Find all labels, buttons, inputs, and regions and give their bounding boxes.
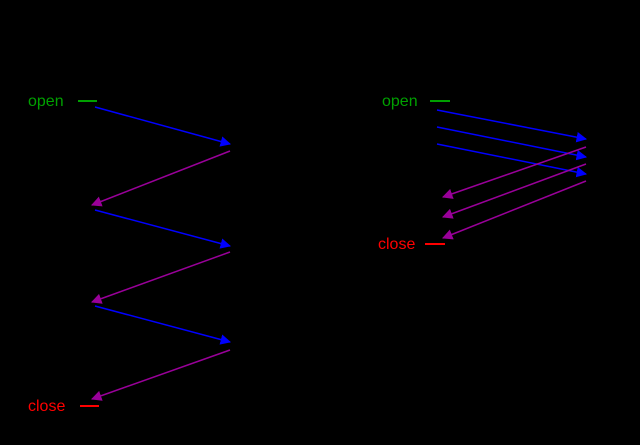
- response-arrow: [442, 180, 587, 240]
- left-diagram: open close: [28, 93, 232, 415]
- response-arrow: [91, 251, 231, 304]
- left-close-label: close: [28, 398, 65, 415]
- request-arrow: [94, 106, 232, 147]
- response-arrow: [442, 146, 587, 199]
- left-arrow-group: [91, 106, 232, 401]
- right-open-label: open: [382, 93, 418, 110]
- response-arrow: [442, 163, 587, 219]
- right-diagram: open close: [378, 93, 588, 253]
- response-arrow: [91, 150, 231, 207]
- request-arrow: [436, 109, 588, 143]
- request-arrow: [436, 143, 588, 178]
- left-open-label: open: [28, 93, 64, 110]
- right-close-label: close: [378, 236, 415, 253]
- request-arrow: [94, 305, 232, 345]
- request-arrow: [436, 126, 588, 161]
- response-arrow: [91, 349, 231, 401]
- right-arrow-group: [436, 109, 588, 240]
- request-arrow: [94, 209, 232, 249]
